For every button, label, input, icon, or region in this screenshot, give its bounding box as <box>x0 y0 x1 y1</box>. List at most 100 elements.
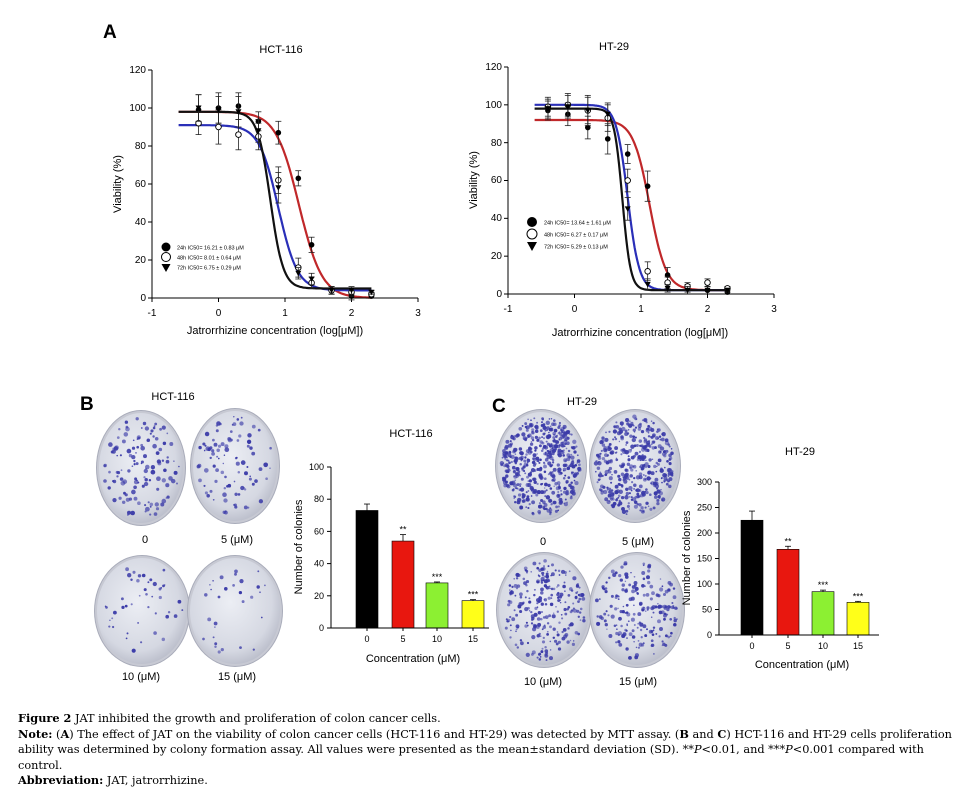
abbreviation-text: JAT, jatrorrhizine. <box>103 774 208 788</box>
colony-dot <box>511 585 514 589</box>
colony-dot <box>572 439 577 444</box>
colony-dot <box>635 444 639 447</box>
data-point-24h <box>664 272 671 278</box>
colony-bar-chart-ht29: HT-29 0 50 100 150 200 250 300 0 ** 5 *** 10 *** 15 C… <box>681 446 879 671</box>
data-point-72h <box>724 287 731 294</box>
colony-dot <box>224 475 227 479</box>
colony-dot <box>514 462 517 465</box>
legend-marker-down-triangle <box>161 264 171 272</box>
colony-dot <box>124 604 128 608</box>
colony-dot <box>521 499 526 503</box>
colony-dot <box>111 449 116 454</box>
colony-dot <box>644 462 649 467</box>
colony-dot <box>620 624 623 628</box>
colony-dot <box>540 421 544 424</box>
colony-dot <box>510 460 513 464</box>
colony-dot <box>557 470 561 473</box>
colony-dot <box>211 452 215 456</box>
colony-dot <box>631 481 634 484</box>
colony-dot <box>516 646 520 649</box>
colony-dot <box>626 647 628 650</box>
x-ticks: -1 0 1 2 3 <box>504 304 778 315</box>
y-tick-label: 120 <box>129 65 146 76</box>
data-point-72h <box>295 270 302 277</box>
colony-dot <box>165 614 170 619</box>
colony-dot <box>224 587 228 591</box>
colony-dot <box>251 424 256 429</box>
colony-dot <box>538 436 541 440</box>
colony-dot <box>541 611 543 613</box>
colony-dot <box>144 426 150 431</box>
colony-dot <box>664 449 666 452</box>
colony-dot <box>627 620 630 623</box>
colony-dot <box>623 562 627 566</box>
fit-curve-72h <box>534 107 728 292</box>
colony-dot <box>636 492 640 496</box>
colony-dot <box>630 489 633 492</box>
colony-dot <box>125 567 129 572</box>
colony-dot <box>632 414 637 419</box>
colony-dot <box>135 417 139 421</box>
colony-dot <box>634 586 639 591</box>
colony-dot <box>545 440 548 443</box>
colony-dot <box>561 569 565 574</box>
significance-label: ** <box>784 536 792 546</box>
x-tick-label: 10 <box>818 641 828 651</box>
colony-dot <box>632 612 636 616</box>
colony-dot <box>618 643 623 647</box>
colony-dot <box>625 588 628 591</box>
colony-dot <box>223 454 226 456</box>
colony-dot <box>511 617 516 622</box>
colony-dot <box>543 579 548 584</box>
colony-dot <box>562 436 565 439</box>
plate-images <box>495 409 685 668</box>
colony-dot <box>153 631 157 635</box>
colony-dot <box>241 600 245 604</box>
y-tick-label: 60 <box>135 179 147 190</box>
colony-dot <box>545 574 550 579</box>
colony-dot <box>519 505 524 510</box>
colony-dot <box>633 604 635 607</box>
colony-dot <box>537 611 542 615</box>
colony-dot <box>511 465 516 470</box>
abbreviation-label: Abbreviation: <box>18 773 104 788</box>
colony-dot <box>629 434 633 438</box>
colony-dot <box>557 509 560 512</box>
colony-dot <box>105 606 108 609</box>
colony-dot <box>608 487 612 491</box>
colony-dot <box>562 427 565 430</box>
colony-dot <box>657 458 662 463</box>
colony-dot <box>579 607 583 611</box>
colony-dot <box>557 494 560 497</box>
x-tick-label: 0 <box>364 634 369 644</box>
colony-dot <box>516 500 521 505</box>
colony-dot <box>542 625 547 629</box>
y-tick-label: 100 <box>485 100 502 111</box>
colony-dot <box>544 649 549 653</box>
colony-dot <box>509 589 511 591</box>
colony-dot <box>512 437 515 440</box>
colony-dot <box>552 612 555 614</box>
colony-dot <box>534 446 538 450</box>
colony-dot <box>522 577 526 581</box>
colony-dot <box>131 446 136 450</box>
x-tick-label: -1 <box>504 304 513 315</box>
colony-dot <box>570 453 573 456</box>
colony-dot <box>541 436 544 439</box>
colony-dot <box>530 467 536 473</box>
colony-dot <box>234 572 237 576</box>
colony-dot <box>617 474 621 478</box>
colony-dot <box>547 483 551 488</box>
y-tick-label: 80 <box>491 138 503 149</box>
colony-dot <box>519 451 524 456</box>
panel-c-cell-line: HT-29 <box>567 396 597 408</box>
colony-dot <box>212 498 215 501</box>
bar-0 <box>355 510 379 629</box>
colony-dot <box>608 466 613 471</box>
legend: 24h IC50= 16.21 ± 0.83 μM 48h IC50= 8.01… <box>161 242 244 272</box>
colony-dot <box>244 471 248 476</box>
colony-dot <box>663 606 667 610</box>
colony-dot <box>536 566 540 570</box>
colony-dot <box>514 495 517 498</box>
colony-dot <box>614 436 616 439</box>
